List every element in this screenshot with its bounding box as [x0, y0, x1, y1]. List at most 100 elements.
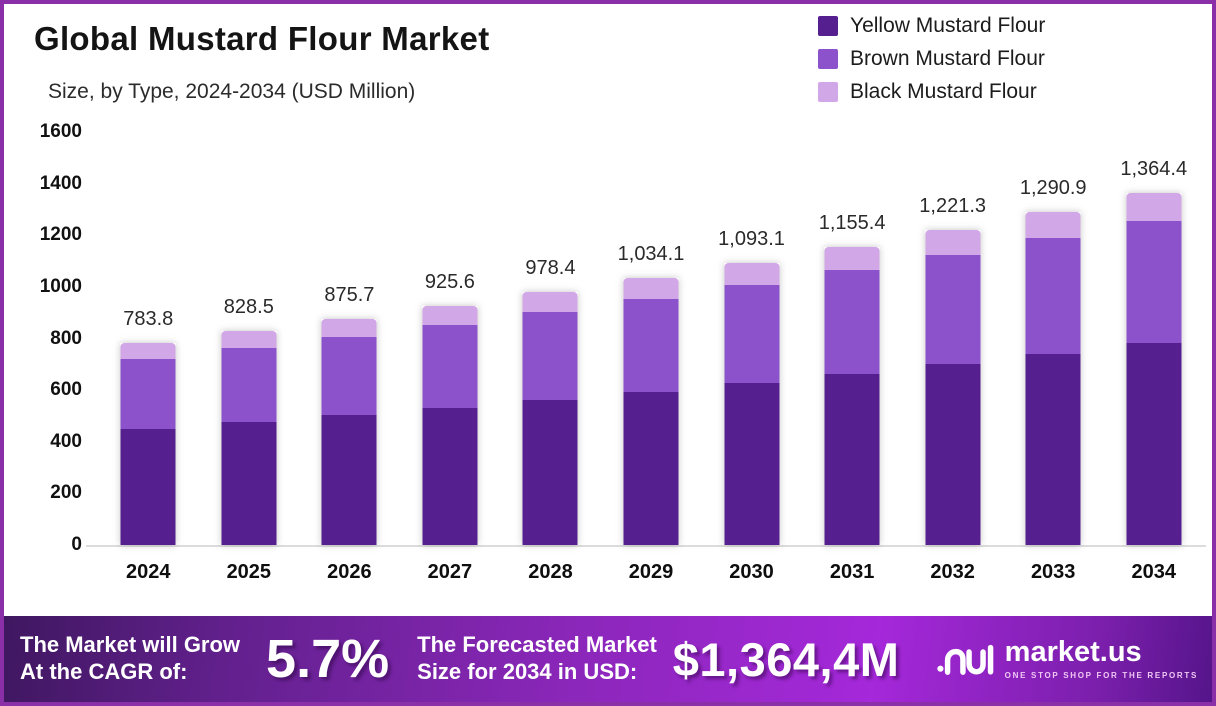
- bar-segment-yellow: [1126, 343, 1182, 545]
- forecast-value: $1,364,4M: [672, 632, 900, 686]
- bar-segment-black: [321, 318, 377, 337]
- cagr-value: 5.7%: [266, 629, 390, 689]
- stacked-bar-2029: [623, 278, 679, 545]
- legend-swatch-black: [818, 82, 838, 102]
- bar-segment-yellow: [422, 408, 478, 545]
- y-tick-label: 1600: [39, 121, 82, 142]
- x-axis-label: 2033: [1030, 561, 1076, 583]
- legend-swatch-brown: [818, 49, 838, 69]
- forecast-label-line1: The Forecasted Market: [417, 632, 657, 658]
- bar-segment-yellow: [522, 400, 578, 545]
- x-axis-label: 2030: [729, 561, 774, 583]
- bar-total-label: 1,221.3: [919, 194, 987, 217]
- stacked-bar-2032: [925, 229, 981, 545]
- bar-segment-black: [120, 342, 176, 359]
- brand: market.us ONE STOP SHOP FOR THE REPORTS: [937, 637, 1198, 681]
- page-subtitle: Size, by Type, 2024-2034 (USD Million): [48, 80, 416, 103]
- stacked-bar-2025: [221, 331, 277, 545]
- bar-total-label: 828.5: [223, 296, 274, 319]
- bar-total-label: 1,364.4: [1120, 157, 1188, 180]
- x-axis-label: 2026: [327, 561, 372, 583]
- y-tick-label: 800: [50, 327, 82, 349]
- bar-segment-yellow: [120, 429, 176, 545]
- bar-column-2027: 925.6 2027: [400, 132, 501, 583]
- stacked-bar-2024: [120, 342, 176, 545]
- bar-column-2028: 978.4 2028: [500, 132, 601, 583]
- bar-column-2031: 1,155.4 2031: [802, 132, 903, 583]
- bar-segment-yellow: [221, 422, 277, 545]
- x-axis-label: 2029: [628, 561, 674, 583]
- stacked-bar-2027: [422, 306, 478, 545]
- x-axis-label: 2028: [528, 561, 573, 583]
- legend-label-yellow: Yellow Mustard Flour: [850, 14, 1046, 37]
- forecast-label-line2: Size for 2034 in USD:: [417, 659, 638, 684]
- y-tick-label: 1000: [39, 275, 82, 297]
- bar-segment-brown: [1025, 238, 1081, 355]
- y-tick-label: 0: [71, 534, 82, 555]
- bar-column-2032: 1,221.3 2032: [902, 132, 1003, 583]
- bar-total-label: 1,093.1: [718, 227, 785, 250]
- bar-segment-yellow: [824, 374, 880, 545]
- bar-segment-brown: [120, 358, 176, 430]
- legend-label-black: Black Mustard Flour: [850, 80, 1037, 103]
- bar-segment-black: [522, 292, 578, 313]
- y-tick-label: 400: [50, 430, 82, 452]
- bar-total-label: 875.7: [324, 283, 375, 306]
- bar-column-2030: 1,093.1 2030: [701, 132, 802, 583]
- bar-total-label: 1,290.9: [1019, 176, 1087, 199]
- chart: 0 200 400 600 800 1000 1200 1400 1600 783.8 2024 8…: [16, 121, 1206, 583]
- bar-segment-black: [623, 278, 679, 300]
- bar-segment-brown: [1126, 220, 1182, 344]
- footer-banner: The Market will Grow At the CAGR of: 5.7…: [4, 616, 1212, 702]
- bar-segment-black: [925, 229, 981, 255]
- cagr-label-line1: The Market will Grow: [20, 632, 241, 658]
- x-axis-label: 2024: [126, 561, 171, 583]
- bar-column-2034: 1,364.4 2034: [1103, 132, 1204, 583]
- x-axis-label: 2027: [427, 561, 473, 583]
- bar-column-2026: 875.7 2026: [299, 132, 400, 583]
- cagr-label-line2: At the CAGR of:: [20, 659, 188, 684]
- legend-item-black: Black Mustard Flour: [818, 80, 1045, 104]
- stacked-bar-2028: [522, 292, 578, 545]
- bar-column-2029: 1,034.1 2029: [601, 132, 702, 583]
- legend-item-brown: Brown Mustard Flour: [818, 47, 1045, 71]
- bar-total-label: 1,034.1: [617, 243, 685, 266]
- bar-column-2024: 783.8 2024: [98, 132, 199, 583]
- stacked-bar-2026: [321, 318, 377, 545]
- bar-segment-brown: [321, 336, 377, 416]
- bar-column-2025: 828.5 2025: [199, 132, 300, 583]
- forecast-label: The Forecasted Market Size for 2034 in U…: [417, 632, 657, 686]
- x-axis-label: 2025: [226, 561, 272, 583]
- bar-segment-yellow: [925, 364, 981, 545]
- page-title: Global Mustard Flour Market: [34, 20, 490, 57]
- stacked-bar-2030: [724, 262, 780, 545]
- bar-segment-black: [1126, 192, 1182, 221]
- y-tick-label: 1400: [39, 172, 82, 194]
- bar-segment-black: [1025, 211, 1081, 239]
- bar-total-label: 1,155.4: [818, 211, 886, 234]
- market-us-logo-icon: [937, 644, 993, 675]
- legend-item-yellow: Yellow Mustard Flour: [818, 14, 1045, 38]
- y-tick-label: 600: [50, 379, 82, 401]
- bar-segment-brown: [824, 270, 880, 375]
- bar-segment-black: [724, 262, 780, 286]
- bar-segment-black: [422, 306, 478, 325]
- bar-segment-yellow: [724, 383, 780, 545]
- x-axis-label: 2032: [930, 561, 975, 583]
- chart-legend: Yellow Mustard Flour Brown Mustard Flour B…: [818, 14, 1045, 104]
- y-tick-label: 1200: [39, 224, 82, 246]
- bar-segment-brown: [422, 324, 478, 409]
- bar-segment-brown: [522, 312, 578, 401]
- bar-column-2033: 1,290.9 2033: [1003, 132, 1104, 583]
- bar-total-label: 978.4: [525, 257, 576, 280]
- brand-name: market.us: [1004, 636, 1142, 668]
- y-axis: 0 200 400 600 800 1000 1200 1400 1600: [16, 121, 82, 555]
- brand-tagline: ONE STOP SHOP FOR THE REPORTS: [1004, 671, 1198, 680]
- bar-segment-yellow: [321, 415, 377, 545]
- cagr-label: The Market will Grow At the CAGR of:: [20, 632, 240, 686]
- bar-segment-brown: [724, 285, 780, 384]
- bar-segment-brown: [925, 254, 981, 365]
- stacked-bar-2034: [1126, 192, 1182, 545]
- bar-segment-black: [221, 331, 277, 349]
